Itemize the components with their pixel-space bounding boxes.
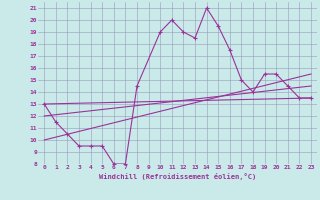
- X-axis label: Windchill (Refroidissement éolien,°C): Windchill (Refroidissement éolien,°C): [99, 173, 256, 180]
